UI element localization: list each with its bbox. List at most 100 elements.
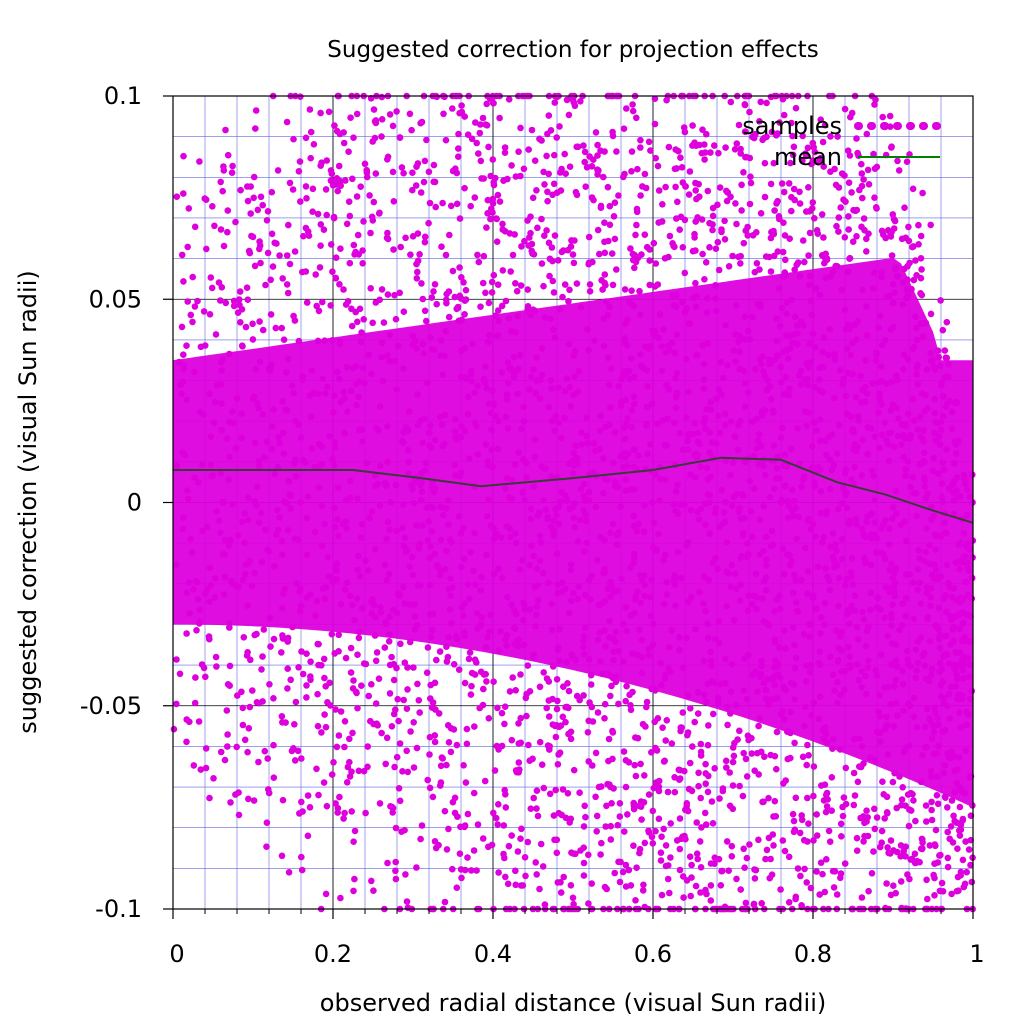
scatter-point [788,207,795,215]
scatter-point [820,534,827,541]
scatter-point [723,838,731,845]
scatter-point [534,224,541,232]
scatter-point [226,350,233,358]
scatter-point [507,533,514,541]
scatter-point [666,643,673,651]
scatter-point [333,368,341,376]
scatter-point [820,234,827,241]
scatter-point [896,773,903,780]
scatter-point [833,263,841,270]
scatter-point [930,728,938,736]
scatter-point [455,153,462,160]
scatter-point [452,416,459,423]
scatter-point [256,238,263,245]
scatter-point [533,187,540,194]
scatter-point [572,656,579,664]
scatter-point [378,729,385,737]
scatter-point [760,368,767,375]
scatter-point [251,631,258,639]
scatter-point [903,158,911,165]
scatter-point [742,755,750,763]
scatter-point [445,288,453,295]
scatter-point [777,605,784,613]
scatter-point [931,576,938,583]
scatter-point [492,312,499,320]
scatter-point [512,280,519,287]
scatter-point [251,439,259,447]
scatter-point [953,671,960,678]
scatter-point [258,666,265,673]
scatter-point [737,150,744,157]
scatter-point [948,593,956,601]
scatter-point [250,393,258,401]
scatter-point [687,506,695,514]
scatter-point [957,724,965,731]
scatter-point [426,611,434,618]
scatter-point [521,606,529,613]
scatter-point [837,204,844,211]
scatter-point [560,873,567,881]
scatter-point [781,483,789,490]
scatter-point [512,539,520,547]
scatter-point [485,332,493,339]
scatter-point [550,326,557,334]
scatter-point [687,471,694,478]
scatter-point [915,221,922,229]
scatter-point [414,268,421,276]
scatter-point [327,302,335,309]
scatter-point [755,722,762,730]
scatter-point [185,579,193,586]
scatter-point [506,688,514,695]
scatter-point [524,217,531,224]
scatter-point [692,474,699,481]
scatter-point [876,444,883,452]
legend: samples mean [742,112,944,171]
scatter-point [743,553,751,561]
scatter-point [967,695,974,703]
scatter-point [840,375,847,383]
scatter-point [867,561,875,569]
scatter-point [439,755,447,762]
scatter-point [350,677,357,684]
scatter-point [673,837,681,844]
scatter-point [792,794,800,802]
scatter-point [754,688,761,695]
scatter-point [630,802,638,809]
scatter-point [370,198,378,206]
scatter-point [443,846,451,853]
scatter-point [651,95,659,102]
scatter-point [676,775,684,782]
scatter-point [392,481,400,489]
scatter-point [287,676,295,684]
scatter-point [623,627,630,635]
scatter-point [936,644,944,652]
scatter-point [702,780,709,787]
scatter-point [903,647,911,655]
x-tick-label: 0.6 [634,940,672,968]
scatter-point [670,501,678,508]
scatter-point [719,374,727,382]
scatter-point [922,802,930,809]
scatter-point [596,427,604,435]
scatter-point [403,705,411,712]
scatter-point [233,743,240,751]
scatter-point [442,327,450,335]
scatter-point [858,472,866,479]
scatter-point [884,810,891,817]
scatter-point [426,199,434,207]
scatter-point [784,755,792,763]
scatter-point [206,564,214,572]
scatter-point [895,415,902,422]
scatter-point [317,242,324,249]
scatter-point [724,721,731,729]
scatter-point [642,184,650,192]
scatter-point [905,410,912,418]
scatter-point [178,390,185,398]
scatter-point [944,703,951,710]
scatter-point [737,886,744,893]
scatter-point [761,406,769,414]
scatter-point [438,337,445,344]
scatter-point [701,156,708,163]
scatter-point [494,704,501,712]
scatter-point [697,505,704,513]
